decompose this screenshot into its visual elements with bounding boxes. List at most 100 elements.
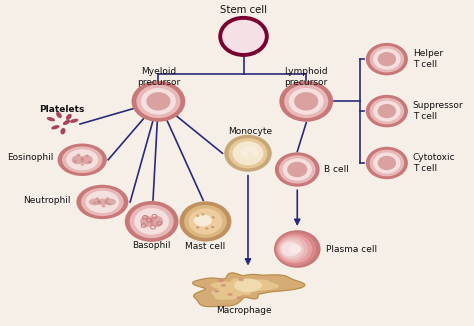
- Ellipse shape: [62, 146, 102, 173]
- Text: Suppressor
T cell: Suppressor T cell: [413, 101, 464, 121]
- Ellipse shape: [47, 117, 55, 121]
- Ellipse shape: [234, 278, 262, 292]
- Ellipse shape: [66, 149, 98, 170]
- Text: Plasma cell: Plasma cell: [327, 244, 377, 254]
- Ellipse shape: [63, 120, 70, 125]
- Ellipse shape: [70, 119, 78, 123]
- Ellipse shape: [81, 188, 124, 216]
- Ellipse shape: [220, 18, 267, 55]
- Ellipse shape: [373, 100, 401, 122]
- Ellipse shape: [73, 160, 77, 162]
- Ellipse shape: [211, 226, 214, 228]
- Ellipse shape: [180, 201, 231, 242]
- Ellipse shape: [184, 205, 227, 238]
- Ellipse shape: [370, 98, 404, 125]
- Text: Neutrophil: Neutrophil: [24, 196, 71, 205]
- Ellipse shape: [283, 158, 312, 181]
- Ellipse shape: [97, 199, 108, 205]
- Ellipse shape: [228, 293, 233, 296]
- Ellipse shape: [277, 235, 312, 263]
- Ellipse shape: [373, 153, 401, 173]
- Text: Cytotoxic
T cell: Cytotoxic T cell: [413, 153, 456, 173]
- Ellipse shape: [58, 143, 107, 176]
- Ellipse shape: [85, 191, 119, 213]
- Ellipse shape: [56, 112, 62, 118]
- Ellipse shape: [370, 46, 404, 72]
- Ellipse shape: [81, 155, 93, 164]
- Ellipse shape: [373, 49, 401, 70]
- Ellipse shape: [275, 152, 319, 187]
- Text: Monocyte: Monocyte: [228, 127, 272, 136]
- Text: Stem cell: Stem cell: [220, 5, 267, 15]
- Ellipse shape: [196, 226, 200, 229]
- Ellipse shape: [104, 199, 116, 205]
- Polygon shape: [211, 279, 278, 299]
- Ellipse shape: [275, 232, 317, 266]
- Ellipse shape: [366, 147, 408, 179]
- Ellipse shape: [95, 197, 99, 200]
- Ellipse shape: [240, 146, 258, 158]
- Ellipse shape: [284, 84, 328, 118]
- Text: B cell: B cell: [324, 165, 349, 174]
- Ellipse shape: [141, 88, 176, 115]
- Ellipse shape: [76, 185, 128, 219]
- Ellipse shape: [85, 155, 89, 157]
- Ellipse shape: [224, 135, 272, 172]
- Ellipse shape: [378, 52, 396, 66]
- Ellipse shape: [247, 152, 254, 158]
- Text: Eosinophil: Eosinophil: [7, 153, 53, 162]
- Text: Macrophage: Macrophage: [216, 305, 271, 315]
- Ellipse shape: [137, 84, 181, 118]
- Ellipse shape: [140, 216, 154, 227]
- Ellipse shape: [196, 215, 200, 217]
- Ellipse shape: [134, 208, 169, 235]
- Ellipse shape: [201, 213, 204, 215]
- Ellipse shape: [280, 239, 304, 259]
- Ellipse shape: [233, 141, 264, 165]
- Ellipse shape: [237, 296, 242, 299]
- Ellipse shape: [102, 205, 106, 207]
- Polygon shape: [192, 273, 305, 307]
- Ellipse shape: [378, 156, 396, 170]
- Ellipse shape: [98, 201, 101, 203]
- Ellipse shape: [228, 138, 267, 169]
- Ellipse shape: [279, 156, 316, 184]
- Ellipse shape: [106, 197, 109, 200]
- Ellipse shape: [131, 81, 185, 122]
- Ellipse shape: [281, 242, 300, 257]
- Ellipse shape: [146, 92, 171, 111]
- Ellipse shape: [72, 155, 84, 164]
- Ellipse shape: [274, 230, 320, 268]
- Ellipse shape: [89, 199, 100, 205]
- Ellipse shape: [221, 284, 226, 287]
- Ellipse shape: [370, 150, 404, 176]
- Ellipse shape: [108, 203, 111, 205]
- Ellipse shape: [378, 104, 396, 118]
- Ellipse shape: [189, 208, 222, 234]
- Ellipse shape: [129, 205, 173, 238]
- Ellipse shape: [366, 95, 408, 127]
- Text: Basophil: Basophil: [132, 241, 171, 250]
- Text: Lymphoid
precursor: Lymphoid precursor: [284, 67, 328, 87]
- Ellipse shape: [289, 88, 324, 115]
- Ellipse shape: [279, 81, 333, 122]
- Ellipse shape: [66, 114, 72, 120]
- Ellipse shape: [294, 92, 319, 111]
- Ellipse shape: [205, 227, 209, 230]
- Ellipse shape: [77, 154, 81, 156]
- Ellipse shape: [214, 290, 219, 293]
- Ellipse shape: [366, 43, 408, 75]
- Ellipse shape: [287, 162, 307, 177]
- Ellipse shape: [211, 216, 215, 219]
- Text: Mast cell: Mast cell: [185, 242, 226, 251]
- Ellipse shape: [219, 279, 224, 282]
- Ellipse shape: [125, 201, 179, 242]
- Ellipse shape: [81, 164, 84, 166]
- Ellipse shape: [238, 278, 244, 281]
- Ellipse shape: [88, 161, 91, 163]
- Text: Helper
T cell: Helper T cell: [413, 50, 443, 69]
- Text: Myeloid
precursor: Myeloid precursor: [137, 67, 180, 87]
- Ellipse shape: [289, 244, 301, 254]
- Ellipse shape: [150, 216, 163, 227]
- Ellipse shape: [93, 202, 96, 204]
